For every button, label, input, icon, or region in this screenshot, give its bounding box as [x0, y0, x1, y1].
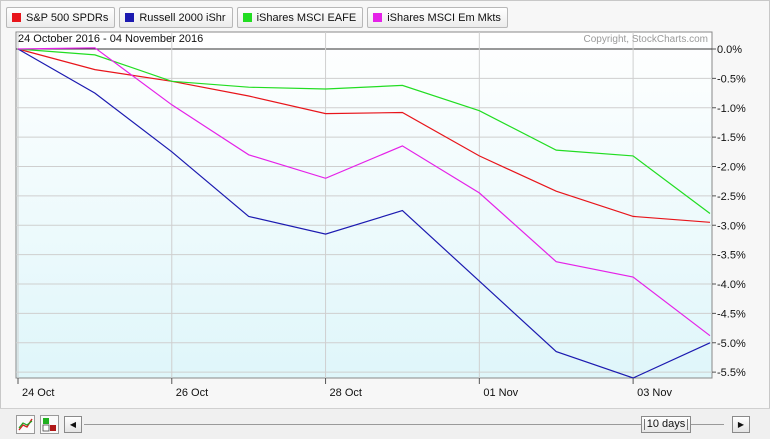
y-axis: 0.0% -0.5% -1.0% -1.5% -2.0% -2.5% -3.0% -3.5% -… [712, 44, 746, 379]
legend-swatch [12, 13, 21, 22]
legend-label: iShares MSCI EAFE [256, 11, 357, 24]
x-tick-label: 28 Oct [330, 387, 362, 399]
x-tick-label: 01 Nov [483, 387, 518, 399]
y-tick-label: -5.5% [717, 367, 746, 379]
copyright-text: Copyright, StockCharts.com [584, 34, 709, 45]
legend-label: Russell 2000 iShr [139, 11, 226, 24]
y-tick-label: -1.0% [717, 103, 746, 115]
legend-item[interactable]: S&P 500 SPDRs [6, 7, 116, 28]
y-tick-label: -4.0% [717, 279, 746, 291]
scroll-left-button[interactable]: ◀ [64, 416, 82, 433]
range-selector[interactable]: 10 days [641, 416, 691, 433]
x-axis: 24 Oct 26 Oct 28 Oct 01 Nov 03 Nov [17, 378, 672, 399]
series-line [17, 48, 711, 379]
legend-label: iShares MSCI Em Mkts [387, 11, 501, 24]
series-lines [17, 47, 711, 379]
legend-swatch [373, 13, 383, 22]
legend-item[interactable]: iShares MSCI EAFE [236, 7, 364, 28]
date-range-label: 24 October 2016 - 04 November 2016 [18, 33, 203, 45]
gridlines [16, 32, 712, 378]
y-tick-label: -0.5% [717, 73, 746, 85]
y-tick-label: -3.5% [717, 250, 746, 262]
y-tick-label: -4.5% [717, 308, 746, 320]
y-tick-label: -3.0% [717, 220, 746, 232]
color-boxes-icon[interactable] [40, 415, 59, 434]
legend-swatch [125, 13, 135, 22]
y-tick-label: -5.0% [717, 338, 746, 350]
plot-area [15, 31, 713, 379]
y-tick-label: -2.5% [717, 191, 746, 203]
legend-item[interactable]: iShares MSCI Em Mkts [367, 7, 508, 28]
color-boxes-glyph [42, 418, 56, 432]
legend-swatch [242, 13, 252, 22]
legend-bar: S&P 500 SPDRs Russell 2000 iShr iShares MS… [6, 7, 508, 28]
series-line [17, 48, 711, 223]
bottom-toolbar: ◀ 10 days ▶ [0, 408, 770, 439]
scroll-track[interactable] [84, 424, 724, 425]
line-chart-glyph [18, 418, 33, 431]
series-line [17, 48, 711, 214]
y-tick-label: 0.0% [717, 44, 742, 56]
legend-label: S&P 500 SPDRs [26, 11, 109, 24]
scroll-right-button[interactable]: ▶ [732, 416, 750, 433]
y-tick-label: -2.0% [717, 162, 746, 174]
y-tick-label: -1.5% [717, 132, 746, 144]
performance-chart: 0.0% -0.5% -1.0% -1.5% -2.0% -2.5% -3.0% -3.5% -… [15, 31, 746, 399]
legend-item[interactable]: Russell 2000 iShr [119, 7, 233, 28]
line-chart-icon[interactable] [16, 415, 35, 434]
series-line [17, 47, 711, 337]
x-tick-label: 26 Oct [176, 387, 208, 399]
x-tick-label: 03 Nov [637, 387, 672, 399]
x-tick-label: 24 Oct [22, 387, 54, 399]
